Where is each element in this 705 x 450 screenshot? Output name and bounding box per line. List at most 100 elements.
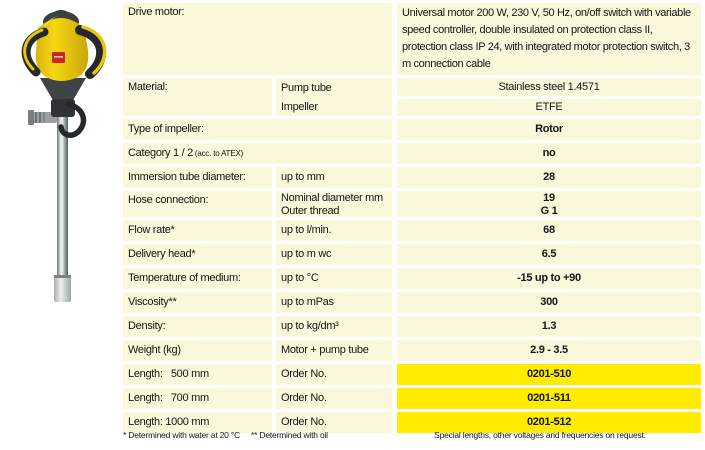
- atex-category-label-small: (acc. to ATEX): [194, 149, 244, 159]
- length-500-order-no-label: Order No.: [281, 368, 327, 381]
- length-500-sub-cell: Order No.: [276, 364, 392, 385]
- density-value: 1.3: [541, 320, 557, 333]
- temperature-value-cell: -15 up to +90: [397, 268, 701, 289]
- spec-row-flow-rate: Flow rate* up to l/min. 68: [123, 220, 701, 241]
- length-1000-sub-cell: Order No.: [276, 412, 392, 433]
- immersion-value-cell: 28: [397, 167, 701, 188]
- material-label: Material:: [128, 81, 168, 93]
- spec-row-hose-connection: Hose connection: Nominal diameter mm Out…: [123, 191, 701, 217]
- viscosity-sub: up to mPas: [281, 296, 334, 309]
- immersion-sub: up to mm: [281, 171, 325, 184]
- spec-row-length-700: Length: 700 mm Order No. 0201-511: [123, 388, 701, 409]
- material-sub-impeller: Impeller: [281, 100, 318, 113]
- impeller-type-label-cell: Type of impeller:: [123, 119, 392, 140]
- spec-row-length-500: Length: 500 mm Order No. 0201-510: [123, 364, 701, 385]
- hose-outlet: [28, 110, 57, 125]
- delivery-head-sub: up to m wc: [281, 248, 332, 261]
- delivery-head-value: 6.5: [541, 248, 557, 261]
- temperature-label-cell: Temperature of medium:: [123, 268, 272, 289]
- weight-value-cell: 2.9 - 3.5: [397, 340, 701, 361]
- delivery-head-sub-cell: up to m wc: [276, 244, 392, 265]
- material-value-impeller-cell: ETFE: [397, 98, 701, 116]
- temperature-label: Temperature of medium:: [128, 272, 241, 285]
- footnotes: * Determined with water at 20 °C ** Dete…: [0, 430, 705, 444]
- weight-label-cell: Weight (kg): [123, 340, 272, 361]
- flow-rate-value-cell: 68: [397, 220, 701, 241]
- temperature-value: -15 up to +90: [517, 272, 581, 285]
- length-700-order-no-label: Order No.: [281, 392, 327, 405]
- hose-label-cell: Hose connection:: [123, 191, 272, 217]
- viscosity-value-cell: 300: [397, 292, 701, 313]
- drive-motor-label-cell: Drive motor:: [123, 3, 392, 75]
- density-sub: up to kg/dm³: [281, 320, 339, 333]
- immersion-sub-cell: up to mm: [276, 167, 392, 188]
- material-sub-cell: Pump tube Impeller: [276, 78, 392, 116]
- impeller-type-label: Type of impeller:: [128, 123, 204, 136]
- atex-category-value: no: [542, 147, 556, 160]
- length-700-sub-cell: Order No.: [276, 388, 392, 409]
- length-1000-label-cell: Length: 1000 mm: [123, 412, 272, 433]
- hose-value-cell: 19 G 1: [397, 191, 701, 217]
- viscosity-label-cell: Viscosity**: [123, 292, 272, 313]
- spec-row-viscosity: Viscosity** up to mPas 300: [123, 292, 701, 313]
- temperature-sub-cell: up to °C: [276, 268, 392, 289]
- flow-rate-label-cell: Flow rate*: [123, 220, 272, 241]
- brand-logo: [52, 52, 65, 63]
- length-700-label: Length: 700 mm: [128, 392, 209, 405]
- hose-sub-outer-thread: Outer thread: [281, 204, 340, 217]
- spec-row-drive-motor: Drive motor: Universal motor 200 W, 230 …: [123, 3, 701, 75]
- spec-row-atex-category: Category 1 / 2 (acc. to ATEX) no: [123, 143, 701, 164]
- footnote-special-lengths: Special lengths, other voltages and freq…: [434, 430, 646, 440]
- pump-product-image: [21, 10, 107, 302]
- immersion-value: 28: [543, 171, 555, 184]
- flow-rate-sub: up to l/min.: [281, 224, 332, 237]
- material-sub-pump-tube: Pump tube: [281, 82, 332, 94]
- length-500-order-number: 0201-510: [526, 368, 572, 381]
- material-value-impeller: ETFE: [535, 101, 563, 113]
- spec-row-density: Density: up to kg/dm³ 1.3: [123, 316, 701, 337]
- density-value-cell: 1.3: [397, 316, 701, 337]
- weight-sub: Motor + pump tube: [281, 344, 369, 357]
- spec-row-temperature: Temperature of medium: up to °C -15 up t…: [123, 268, 701, 289]
- material-value-stack: Stainless steel 1.4571 ETFE: [397, 78, 701, 116]
- flow-rate-label: Flow rate*: [128, 224, 175, 237]
- footnote-oil: ** Determined with oil: [251, 430, 328, 440]
- length-500-label: Length: 500 mm: [128, 368, 209, 381]
- hose-label: Hose connection:: [128, 194, 209, 206]
- specification-table: Drive motor: Universal motor 200 W, 230 …: [123, 3, 701, 433]
- atex-category-value-cell: no: [397, 143, 701, 164]
- length-700-order-number-cell: 0201-511: [397, 388, 701, 409]
- weight-sub-cell: Motor + pump tube: [276, 340, 392, 361]
- length-1000-order-number-cell: 0201-512: [397, 412, 701, 433]
- delivery-head-value-cell: 6.5: [397, 244, 701, 265]
- pump-tube: [54, 112, 71, 302]
- density-sub-cell: up to kg/dm³: [276, 316, 392, 337]
- length-1000-label: Length: 1000 mm: [128, 416, 210, 429]
- carrying-hook: [58, 101, 87, 138]
- density-label: Density:: [128, 320, 166, 333]
- impeller-type-value-cell: Rotor: [397, 119, 701, 140]
- length-700-label-cell: Length: 700 mm: [123, 388, 272, 409]
- spec-row-impeller-type: Type of impeller: Rotor: [123, 119, 701, 140]
- immersion-label-cell: Immersion tube diameter:: [123, 167, 272, 188]
- material-value-pump-tube: Stainless steel 1.4571: [498, 80, 600, 93]
- viscosity-label: Viscosity**: [128, 296, 177, 309]
- hose-value-nominal-diameter: 19: [543, 192, 555, 204]
- material-value-pump-tube-cell: Stainless steel 1.4571: [397, 78, 701, 96]
- density-label-cell: Density:: [123, 316, 272, 337]
- spec-row-weight: Weight (kg) Motor + pump tube 2.9 - 3.5: [123, 340, 701, 361]
- flow-rate-value: 68: [543, 224, 555, 237]
- spec-row-delivery-head: Delivery head* up to m wc 6.5: [123, 244, 701, 265]
- motor-head: [21, 10, 107, 81]
- flow-rate-sub-cell: up to l/min.: [276, 220, 392, 241]
- hose-value-outer-thread: G 1: [540, 204, 558, 217]
- viscosity-sub-cell: up to mPas: [276, 292, 392, 313]
- delivery-head-label: Delivery head*: [128, 248, 196, 261]
- weight-label: Weight (kg): [128, 344, 181, 357]
- drive-motor-value: Universal motor 200 W, 230 V, 50 Hz, on/…: [402, 7, 691, 70]
- impeller-type-value: Rotor: [535, 123, 563, 136]
- length-700-order-number: 0201-511: [527, 392, 571, 405]
- drive-motor-label: Drive motor:: [128, 6, 185, 18]
- length-1000-order-no-label: Order No.: [281, 416, 327, 429]
- viscosity-value: 300: [540, 296, 558, 309]
